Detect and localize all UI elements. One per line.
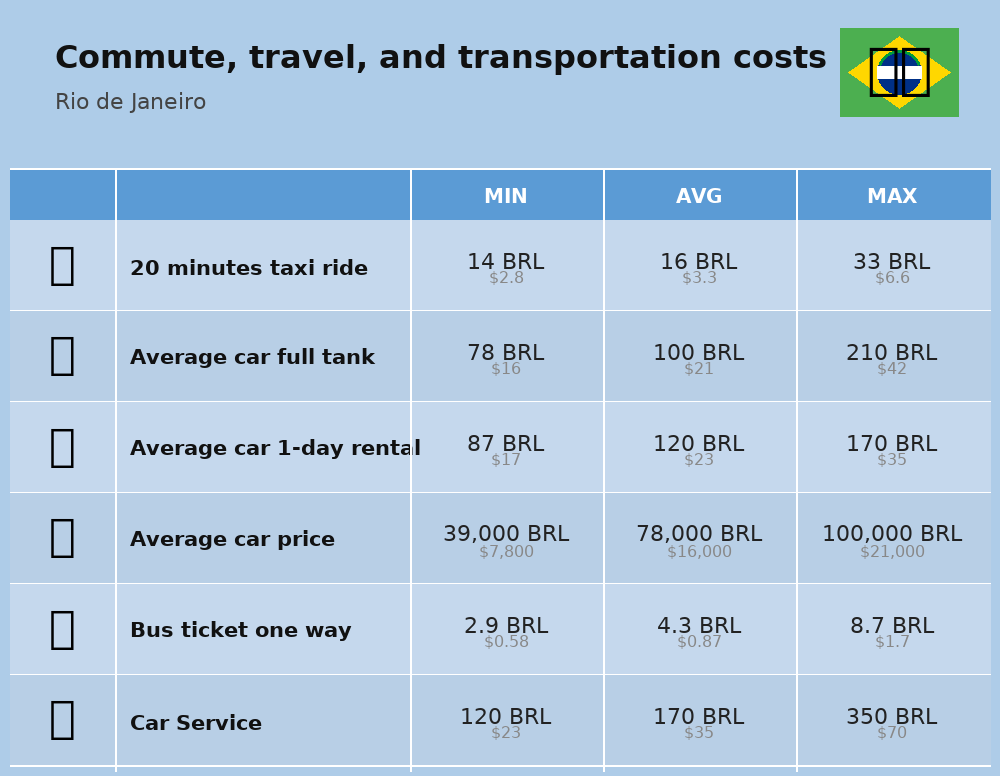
Text: 🇧🇷: 🇧🇷	[866, 45, 932, 99]
Text: 🚗: 🚗	[49, 517, 75, 559]
Text: 🚙: 🚙	[49, 425, 75, 469]
Text: 🔧: 🔧	[49, 698, 75, 742]
Text: ⛽: ⛽	[49, 334, 75, 377]
Text: 🚌: 🚌	[49, 608, 75, 650]
Text: 🚖: 🚖	[49, 244, 75, 286]
